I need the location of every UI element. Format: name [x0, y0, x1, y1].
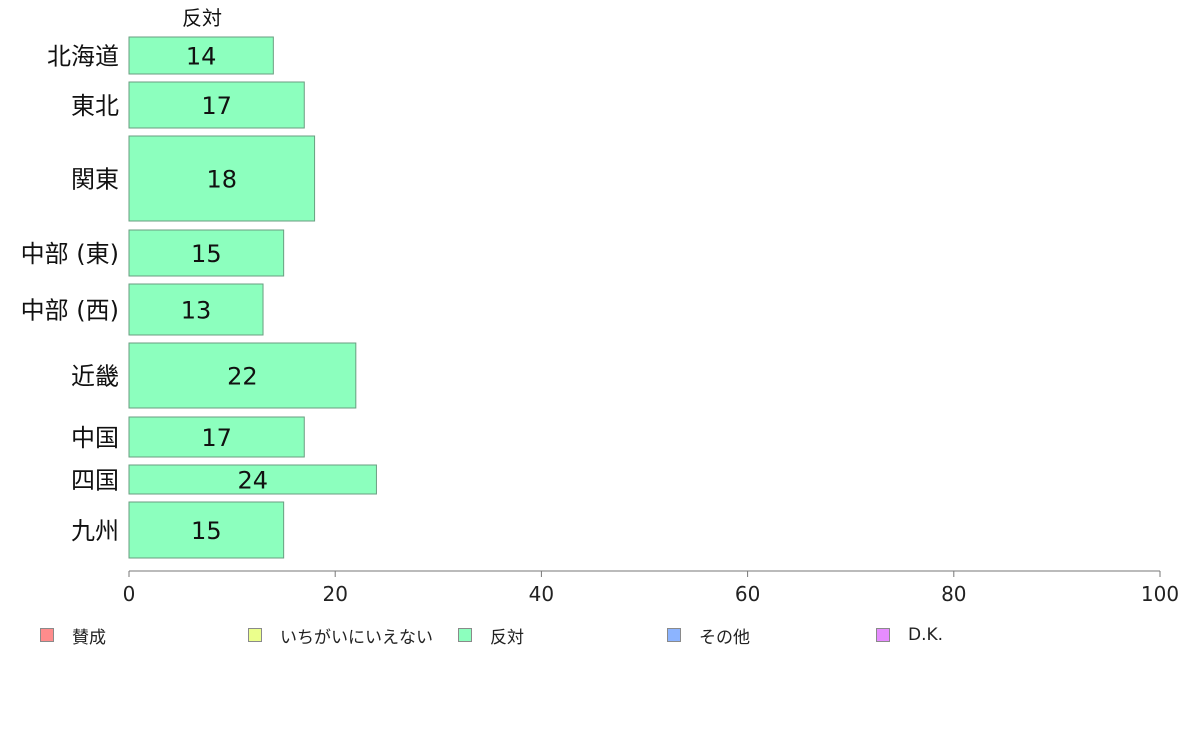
bar-value-label: 15 — [191, 517, 222, 545]
bar — [128, 81, 305, 129]
category-label: 四国 — [71, 467, 119, 495]
category-label: 中部 (東) — [21, 240, 119, 268]
legend-swatch — [458, 628, 472, 642]
legend-swatch — [248, 628, 262, 642]
legend-label: その他 — [699, 627, 750, 648]
legend: 賛成 いちがいにいえない 反対 その他 D.K. — [0, 624, 1188, 648]
bar-value-label: 13 — [181, 297, 212, 325]
bar-value-label: 24 — [237, 467, 268, 495]
x-tick-label: 0 — [123, 582, 136, 606]
bar — [128, 342, 357, 409]
bar — [128, 135, 316, 222]
category-label: 九州 — [71, 517, 119, 545]
x-tick-label: 60 — [735, 582, 760, 606]
category-label: 関東 — [71, 166, 119, 194]
x-tick-label: 40 — [529, 582, 554, 606]
category-label: 東北 — [71, 92, 119, 120]
bar — [128, 36, 274, 75]
bar — [128, 229, 285, 277]
bar — [128, 501, 285, 559]
bar-value-label: 18 — [207, 166, 238, 194]
column-title: 反対 — [182, 6, 222, 30]
legend-item-sansei: 賛成 — [40, 624, 106, 648]
category-label: 北海道 — [47, 43, 119, 71]
legend-swatch — [40, 628, 54, 642]
legend-item-ichigai: いちがいにいえない — [248, 624, 433, 648]
bar-value-label: 22 — [227, 363, 258, 391]
bar — [128, 416, 305, 458]
category-label: 近畿 — [71, 363, 119, 391]
bar-value-label: 15 — [191, 240, 222, 268]
legend-label: 賛成 — [72, 627, 106, 648]
x-axis: 0 20 40 60 80 100 — [123, 570, 1179, 606]
legend-swatch — [667, 628, 681, 642]
bar-value-label: 17 — [201, 424, 232, 452]
category-label: 中国 — [71, 424, 119, 452]
category-label: 中部 (西) — [21, 297, 119, 325]
legend-swatch — [876, 628, 890, 642]
bar-value-label: 17 — [201, 92, 232, 120]
x-tick-label: 20 — [322, 582, 347, 606]
bar-value-label: 14 — [186, 43, 217, 71]
legend-label: 反対 — [490, 627, 524, 648]
legend-item-sonota: その他 — [667, 624, 750, 648]
legend-item-hantai: 反対 — [458, 624, 524, 648]
bar — [128, 283, 264, 336]
x-tick-label: 80 — [941, 582, 966, 606]
x-tick-label: 100 — [1141, 582, 1179, 606]
bars-group: 北海道 14 東北 17 関東 18 中部 (東) 15 中部 (西) 13 近畿 22 中国 17 四国 2… — [21, 36, 377, 559]
bar — [128, 464, 377, 495]
legend-item-dk: D.K. — [876, 624, 943, 646]
legend-label: いちがいにいえない — [280, 627, 433, 648]
legend-label: D.K. — [908, 625, 944, 645]
